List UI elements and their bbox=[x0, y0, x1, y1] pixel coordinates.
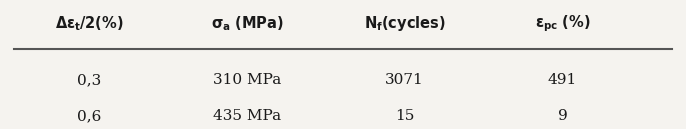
Text: 310 MPa: 310 MPa bbox=[213, 73, 281, 87]
Text: $\mathbf{\Delta\varepsilon_t/2(\%)}$: $\mathbf{\Delta\varepsilon_t/2(\%)}$ bbox=[55, 14, 123, 33]
Text: $\mathbf{\sigma_a}$ $\mathbf{(MPa)}$: $\mathbf{\sigma_a}$ $\mathbf{(MPa)}$ bbox=[211, 14, 283, 33]
Text: 3071: 3071 bbox=[386, 73, 424, 87]
Text: 435 MPa: 435 MPa bbox=[213, 109, 281, 123]
Text: 0,6: 0,6 bbox=[77, 109, 102, 123]
Text: $\mathbf{N_f(cycles)}$: $\mathbf{N_f(cycles)}$ bbox=[364, 14, 446, 33]
Text: 491: 491 bbox=[548, 73, 577, 87]
Text: $\mathbf{\varepsilon_{pc}}$ $\mathbf{(\%)}$: $\mathbf{\varepsilon_{pc}}$ $\mathbf{(\%… bbox=[535, 13, 590, 34]
Text: 0,3: 0,3 bbox=[77, 73, 102, 87]
Text: 15: 15 bbox=[395, 109, 414, 123]
Text: 9: 9 bbox=[558, 109, 567, 123]
